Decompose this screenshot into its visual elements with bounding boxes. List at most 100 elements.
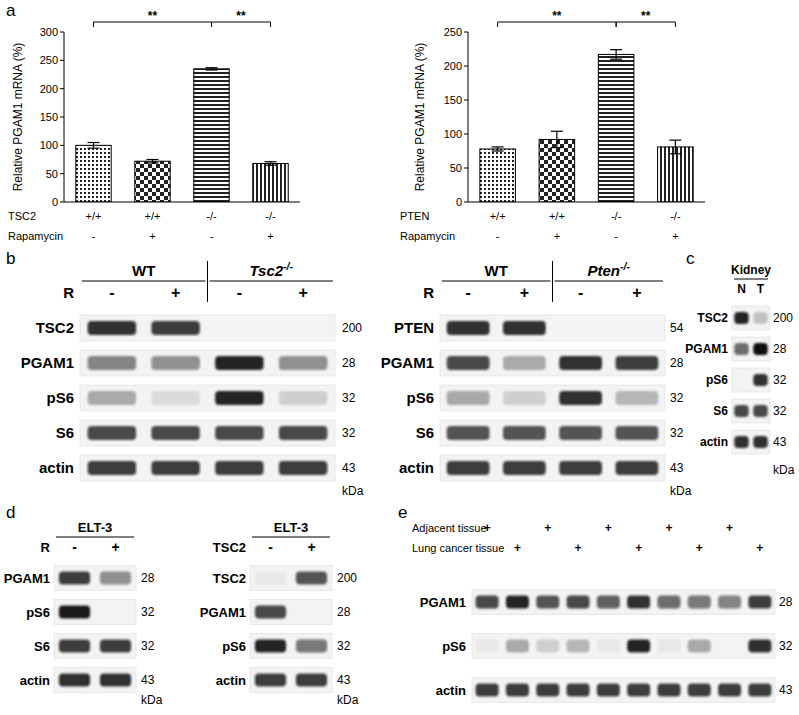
membrane bbox=[732, 306, 770, 330]
row-label: actin bbox=[20, 673, 50, 688]
error-cap bbox=[88, 148, 100, 149]
band bbox=[616, 426, 659, 440]
condition-value: -/- bbox=[611, 210, 622, 222]
row-label: PGAM1 bbox=[4, 571, 50, 586]
treatment-label: Adjacent tissue bbox=[412, 522, 487, 534]
treatment-value: + bbox=[484, 521, 491, 535]
kda-label: 28 bbox=[342, 356, 356, 370]
band bbox=[503, 356, 546, 370]
row-label: PGAM1 bbox=[21, 354, 74, 371]
row-label: TSC2 bbox=[213, 571, 246, 586]
error-cap bbox=[551, 147, 563, 148]
band bbox=[100, 572, 131, 585]
condition-value: + bbox=[672, 230, 678, 242]
error-cap bbox=[265, 165, 277, 166]
band bbox=[734, 312, 748, 324]
tick bbox=[464, 134, 468, 135]
membrane bbox=[80, 350, 335, 376]
tick-label: 100 bbox=[40, 139, 58, 151]
band bbox=[215, 426, 263, 440]
bar bbox=[658, 147, 694, 202]
superscript: -/- bbox=[620, 260, 630, 272]
band bbox=[734, 405, 748, 417]
group-divider bbox=[207, 261, 208, 302]
band bbox=[447, 461, 490, 475]
treatment-label: R bbox=[423, 284, 434, 301]
band bbox=[447, 356, 490, 370]
band bbox=[657, 684, 680, 697]
blot: WTTsc2-/-R-+-+TSC2200PGAM128pS632S632act… bbox=[21, 260, 364, 498]
lane-label: N bbox=[737, 282, 746, 296]
significance: ** bbox=[94, 9, 212, 27]
tick bbox=[464, 32, 468, 33]
blot: KidneyNTTSC2200PGAM128pS632S632actin43kD… bbox=[685, 263, 794, 477]
band bbox=[748, 596, 771, 609]
axis-label: Relative PGAM1 mRNA (%) bbox=[11, 43, 25, 192]
tick-label: 250 bbox=[40, 54, 58, 66]
row-label: S6 bbox=[713, 404, 728, 418]
error-line bbox=[556, 131, 557, 147]
unit-label: kDa bbox=[670, 484, 692, 498]
header-rule bbox=[442, 281, 551, 282]
tick bbox=[464, 66, 468, 67]
tick-label: 150 bbox=[40, 111, 58, 123]
kda-label: 32 bbox=[342, 426, 356, 440]
bar bbox=[539, 139, 575, 202]
tick bbox=[60, 145, 64, 146]
row-label: pS6 bbox=[222, 639, 246, 654]
panel-label: a bbox=[6, 1, 16, 20]
band bbox=[536, 640, 559, 653]
header: Tsc2-/- bbox=[249, 260, 293, 279]
treatment-value: + bbox=[605, 521, 612, 535]
band bbox=[734, 374, 748, 386]
blot: ELT-3R-+PGAM128pS632S632actin43kDa bbox=[4, 520, 163, 707]
band bbox=[503, 426, 546, 440]
treatment-value: + bbox=[665, 521, 672, 535]
band bbox=[59, 606, 90, 619]
membrane bbox=[440, 385, 665, 411]
band bbox=[536, 596, 559, 609]
condition-value: + bbox=[554, 230, 560, 242]
condition-label: PTEN bbox=[400, 210, 429, 222]
tick-label: 200 bbox=[40, 83, 58, 95]
band bbox=[279, 391, 327, 405]
band bbox=[536, 684, 559, 697]
band bbox=[616, 321, 659, 335]
band bbox=[88, 461, 136, 475]
row-label: S6 bbox=[34, 639, 50, 654]
treatment-label: R bbox=[63, 284, 74, 301]
condition-value: +/+ bbox=[549, 210, 565, 222]
band bbox=[506, 684, 529, 697]
bar bbox=[135, 161, 170, 202]
band bbox=[296, 640, 327, 653]
error-cap bbox=[610, 49, 622, 50]
band bbox=[559, 321, 602, 335]
band bbox=[88, 321, 136, 335]
membrane bbox=[472, 590, 775, 615]
axis-label: Relative PGAM1 mRNA (%) bbox=[413, 43, 427, 192]
error-bar bbox=[88, 143, 100, 149]
membrane bbox=[250, 634, 332, 659]
bar bbox=[76, 145, 111, 202]
band bbox=[279, 321, 327, 335]
condition-value: -/- bbox=[265, 210, 276, 222]
band bbox=[215, 321, 263, 335]
band bbox=[616, 391, 659, 405]
condition-value: + bbox=[149, 230, 155, 242]
tick-label: 300 bbox=[40, 26, 58, 38]
membrane bbox=[250, 668, 332, 693]
kda-label: 200 bbox=[773, 311, 793, 325]
tick bbox=[464, 168, 468, 169]
band bbox=[627, 684, 650, 697]
condition-value: - bbox=[614, 230, 618, 242]
row-label: pS6 bbox=[46, 389, 74, 406]
bar bbox=[253, 163, 288, 202]
band bbox=[296, 572, 327, 585]
error-cap bbox=[551, 131, 563, 132]
header-rule bbox=[555, 281, 664, 282]
band bbox=[255, 674, 286, 687]
band bbox=[255, 572, 286, 585]
band bbox=[506, 640, 529, 653]
significance: ** bbox=[498, 9, 617, 27]
x-axis bbox=[468, 202, 705, 203]
